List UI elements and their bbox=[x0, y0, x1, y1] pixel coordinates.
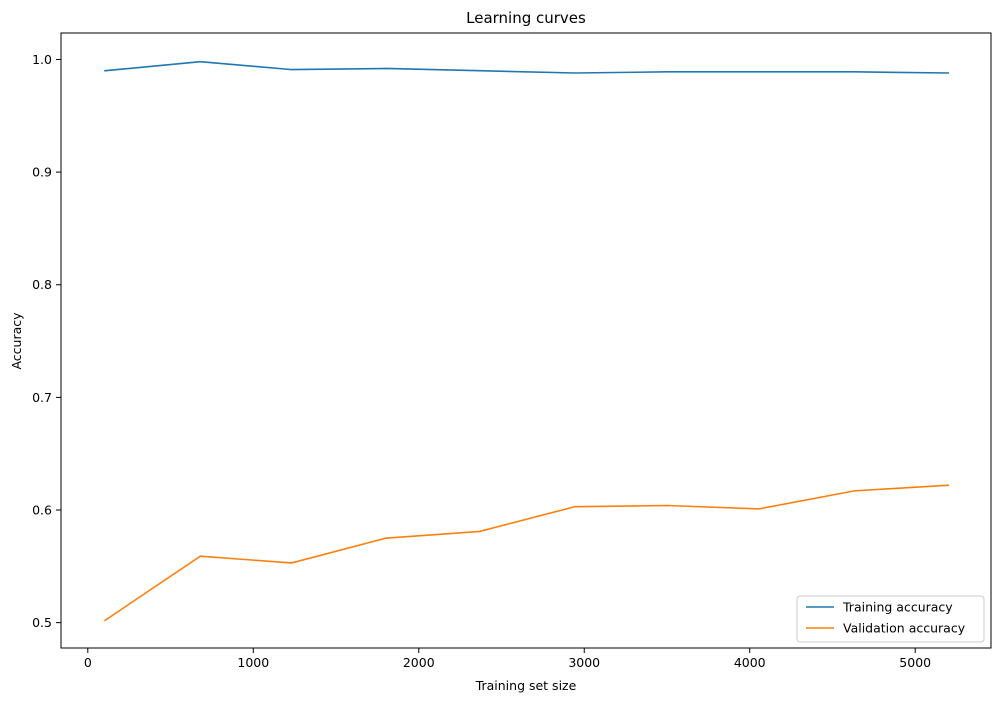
x-tick-label: 4000 bbox=[734, 655, 766, 670]
legend-label: Training accuracy bbox=[842, 600, 953, 615]
y-axis: 0.5 0.6 0.7 0.8 0.9 1.0 bbox=[32, 52, 61, 630]
y-tick-label: 0.9 bbox=[32, 165, 52, 180]
series-lines bbox=[103, 60, 950, 622]
x-tick-label: 2000 bbox=[403, 655, 435, 670]
legend-frame bbox=[796, 595, 985, 643]
x-tick-label: 3000 bbox=[568, 655, 600, 670]
chart-title: Learning curves bbox=[466, 9, 586, 27]
y-tick-label: 0.7 bbox=[32, 390, 52, 405]
legend-label: Validation accuracy bbox=[843, 621, 966, 636]
y-tick-label: 0.8 bbox=[32, 277, 52, 292]
plot-area bbox=[60, 32, 992, 649]
series-line-training-accuracy bbox=[104, 60, 950, 74]
y-axis-title: Accuracy bbox=[9, 312, 24, 370]
x-axis-title: Training set size bbox=[475, 678, 577, 693]
x-tick-label: 5000 bbox=[899, 655, 931, 670]
x-axis: 0 1000 2000 3000 4000 5000 bbox=[84, 648, 931, 670]
y-tick-label: 1.0 bbox=[32, 52, 52, 67]
x-tick-label: 0 bbox=[84, 655, 92, 670]
series-line-validation-accuracy bbox=[103, 484, 950, 622]
y-tick-label: 0.5 bbox=[32, 615, 52, 630]
legend: Training accuracy Validation accuracy bbox=[796, 595, 985, 643]
x-tick-label: 1000 bbox=[237, 655, 269, 670]
plot-frame bbox=[60, 32, 992, 649]
y-tick-label: 0.6 bbox=[32, 503, 52, 518]
